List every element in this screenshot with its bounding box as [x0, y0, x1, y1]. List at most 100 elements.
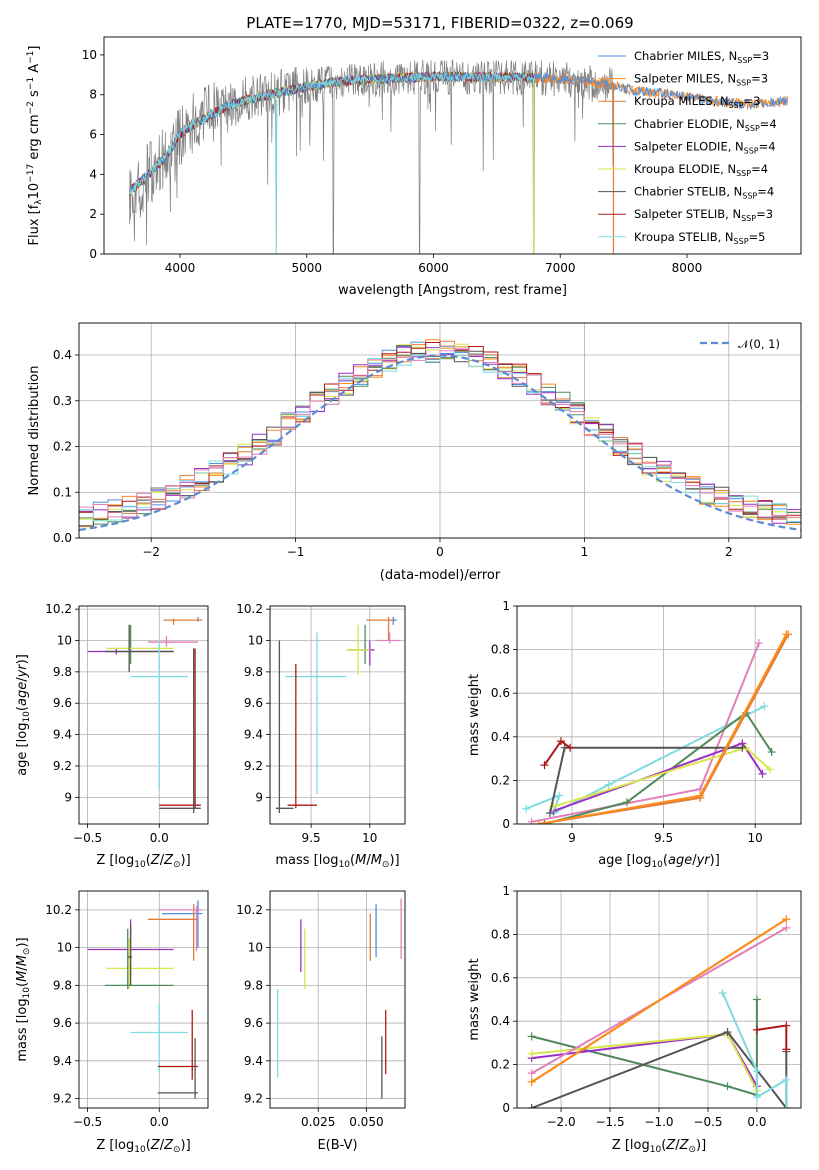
y-tick-label: 9.4 — [244, 728, 263, 742]
weight-point — [604, 780, 613, 789]
y-tick-label: 9.8 — [244, 978, 263, 992]
x-tick-label: 0.0 — [747, 1115, 766, 1129]
y-tick-label: 10 — [57, 634, 72, 648]
weight-point — [782, 1104, 791, 1108]
x-tick-label: 9.5 — [654, 831, 673, 845]
histogram-salpeter_stelib — [79, 342, 801, 520]
y-tick-label: 9.2 — [244, 759, 263, 773]
weight-point — [782, 1021, 791, 1030]
weight-point — [527, 1077, 536, 1086]
y-axis-label: age [log10(age/yr)] — [15, 654, 32, 776]
normal-curve — [79, 354, 801, 532]
y-tick-label: 0.4 — [53, 348, 72, 362]
y-tick-label: 0.0 — [53, 531, 72, 545]
weight-point — [782, 915, 791, 924]
y-tick-label: 0.2 — [491, 1058, 510, 1072]
y-tick-label: 9.2 — [244, 1092, 263, 1106]
y-tick-label: 0.2 — [53, 440, 72, 454]
y-tick-label: 0 — [502, 1101, 510, 1115]
weight-point — [767, 748, 776, 757]
y-tick-label: 10.2 — [45, 602, 72, 616]
y-tick-label: 10 — [57, 941, 72, 955]
legend-entry: Kroupa MILES, NSSP=3 — [634, 94, 760, 110]
legend-entry: Chabrier MILES, NSSP=3 — [634, 49, 769, 65]
legend-entry: Salpeter ELODIE, NSSP=4 — [634, 139, 776, 155]
x-tick-label: 9 — [568, 831, 576, 845]
x-tick-label: −1 — [287, 545, 305, 559]
y-axis-label: Flux [fλ10−17 erg cm−2 s−1 A−1] — [26, 46, 44, 246]
y-tick-label: 0.6 — [491, 686, 510, 700]
mass_vs_ebv-frame — [269, 890, 406, 1109]
y-axis-label: mass weight — [467, 958, 482, 1040]
weight-point — [718, 988, 727, 997]
x-tick-label: −0.5 — [693, 1115, 722, 1129]
x-tick-label: −0.5 — [73, 831, 102, 845]
y-tick-label: 1 — [502, 884, 510, 898]
y-tick-label: 10.2 — [236, 602, 263, 616]
weight-point — [527, 1032, 536, 1041]
legend-entry: Kroupa ELODIE, NSSP=4 — [634, 162, 768, 178]
weight-point — [527, 817, 536, 824]
x-axis-label: Z [log10(Z/Z⊙)] — [96, 853, 190, 870]
legend-entry: Salpeter MILES, NSSP=3 — [634, 72, 768, 88]
age_vs_Z-frame — [78, 605, 209, 825]
weight-point — [752, 1067, 761, 1076]
y-tick-label: 0.8 — [491, 927, 510, 941]
x-tick-label: 10 — [362, 831, 377, 845]
y-tick-label: 2 — [89, 207, 97, 221]
x-tick-label: −0.5 — [73, 1115, 102, 1129]
y-tick-label: 10.2 — [236, 903, 263, 917]
weight-point — [522, 804, 531, 813]
weight-point — [622, 798, 631, 807]
residual-plot — [79, 339, 801, 532]
x-tick-label: 5000 — [291, 261, 322, 275]
legend-entry: 𝒩(0, 1) — [738, 337, 780, 351]
weight-point — [782, 923, 791, 932]
y-tick-label: 0 — [502, 817, 510, 831]
x-tick-label: −1.5 — [595, 1115, 624, 1129]
x-tick-label: 10 — [748, 831, 763, 845]
x-tick-label: 0.050 — [349, 1115, 383, 1129]
weight-line-salpeter_stelib — [756, 1024, 788, 1050]
x-tick-label: −2.0 — [546, 1115, 575, 1129]
y-axis-label: mass weight — [467, 674, 482, 756]
y-tick-label: 9.8 — [244, 665, 263, 679]
x-axis-label: Z [log10(Z/Z⊙)] — [96, 1138, 190, 1155]
y-axis-label: mass [log10(M/M⊙)] — [15, 937, 32, 1061]
y-tick-label: 9 — [64, 790, 72, 804]
x-tick-label: −2 — [142, 545, 160, 559]
x-tick-label: 0.0 — [150, 831, 169, 845]
y-tick-label: 10.2 — [45, 903, 72, 917]
spectrum-legend: Chabrier MILES, NSSP=3 Salpeter MILES, NS… — [598, 49, 777, 246]
x-axis-label: mass [log10(M/M⊙)] — [275, 853, 399, 870]
x-tick-label: 0.0 — [150, 1115, 169, 1129]
y-tick-label: 9.2 — [53, 1092, 72, 1106]
mass_vs_Z-frame — [78, 890, 209, 1109]
x-tick-label: 7000 — [545, 261, 576, 275]
weight-point — [723, 1082, 732, 1091]
y-tick-label: 0 — [89, 247, 97, 261]
residuals-frame — [78, 322, 802, 539]
mass_vs_Z-axes: −0.5 0.0 9.2 9.4 9.6 9.8 10 10.2 — [45, 891, 208, 1129]
x-tick-label: 2 — [725, 545, 733, 559]
weight-line-chabrier_elodie — [531, 999, 758, 1097]
weight-point — [752, 1025, 761, 1034]
x-axis-label: age [log10(age/yr)] — [598, 853, 720, 870]
y-tick-label: 9.2 — [53, 759, 72, 773]
weight-point — [723, 1028, 732, 1037]
spectrum-plot — [128, 59, 789, 254]
y-tick-label: 10 — [248, 941, 263, 955]
y-tick-label: 0.1 — [53, 485, 72, 499]
weight_vs_Z-axes: −2.0 −1.5 −1.0 −0.5 0.0 0 0.2 0.4 0.6 0.8 1 — [491, 884, 801, 1129]
age_vs_mass-plot — [275, 616, 401, 814]
weight_vs_age-axes: 9 9.5 10 0 0.2 0.4 0.6 0.8 1 — [491, 599, 801, 845]
y-tick-label: 1 — [502, 599, 510, 613]
weight-point — [758, 769, 767, 778]
age_vs_mass-axes: 9.5 10 9 9.2 9.4 9.6 9.8 10 10.2 — [236, 602, 405, 845]
weight-line-salpeter_elodie — [553, 742, 764, 812]
y-tick-label: 9.6 — [244, 696, 263, 710]
weight_vs_Z-frame — [516, 890, 802, 1109]
x-tick-label: −1.0 — [644, 1115, 673, 1129]
y-tick-label: 9.8 — [53, 978, 72, 992]
